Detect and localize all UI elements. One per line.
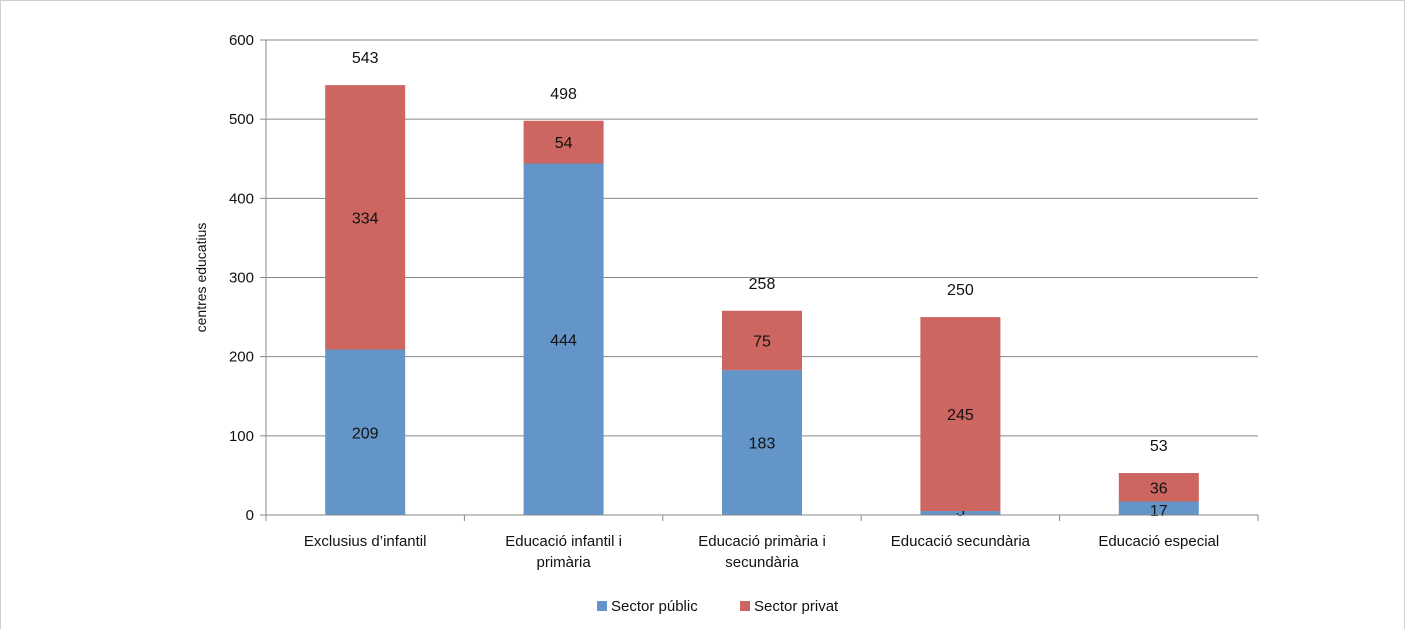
- data-label: 245: [947, 407, 974, 424]
- x-category-label: Educació especial: [1098, 533, 1219, 550]
- legend-swatch-public: [597, 601, 607, 611]
- data-label: 209: [352, 425, 379, 442]
- total-label: 498: [550, 86, 577, 103]
- y-tick-label: 300: [229, 270, 254, 287]
- legend-swatch-private: [740, 601, 750, 611]
- y-tick-label: 200: [229, 349, 254, 366]
- bar-public: [523, 163, 604, 515]
- total-label: 53: [1150, 438, 1168, 455]
- bar-public: [722, 370, 802, 515]
- total-label: 543: [352, 50, 379, 67]
- y-tick-label: 500: [229, 111, 254, 128]
- data-label: 75: [753, 333, 771, 350]
- bar-public: [325, 349, 406, 515]
- total-label: 250: [947, 282, 974, 299]
- bar-private: [722, 310, 802, 371]
- data-label: 36: [1150, 480, 1168, 497]
- bar-public: [1118, 501, 1199, 515]
- bar-private: [920, 317, 1001, 512]
- bar-private: [523, 120, 604, 164]
- total-label: 258: [749, 276, 776, 293]
- data-label: 444: [550, 332, 577, 349]
- y-tick-label: 400: [229, 190, 254, 207]
- data-label: 54: [555, 135, 573, 152]
- x-category-label: Exclusius d’infantil: [304, 533, 427, 550]
- bar-private: [325, 85, 406, 350]
- y-tick-label: 0: [246, 507, 254, 524]
- y-axis-title: centres educatius: [193, 223, 209, 333]
- data-label: 334: [352, 210, 379, 227]
- x-category-label: Educació primària i: [698, 533, 826, 550]
- x-category-label: primària: [537, 554, 592, 571]
- y-tick-label: 100: [229, 428, 254, 445]
- legend-label-public: Sector públic: [611, 598, 698, 615]
- data-label: 183: [749, 436, 776, 453]
- x-category-label: Educació secundària: [891, 533, 1031, 550]
- legend-label-private: Sector privat: [754, 598, 839, 615]
- y-tick-label: 600: [229, 32, 254, 49]
- x-category-label: Educació infantil i: [505, 533, 622, 550]
- x-category-label: secundària: [725, 554, 799, 571]
- data-label: 17: [1150, 503, 1168, 520]
- data-label: 5: [956, 503, 965, 520]
- bar-private: [1118, 473, 1199, 502]
- bar-public: [920, 511, 1001, 515]
